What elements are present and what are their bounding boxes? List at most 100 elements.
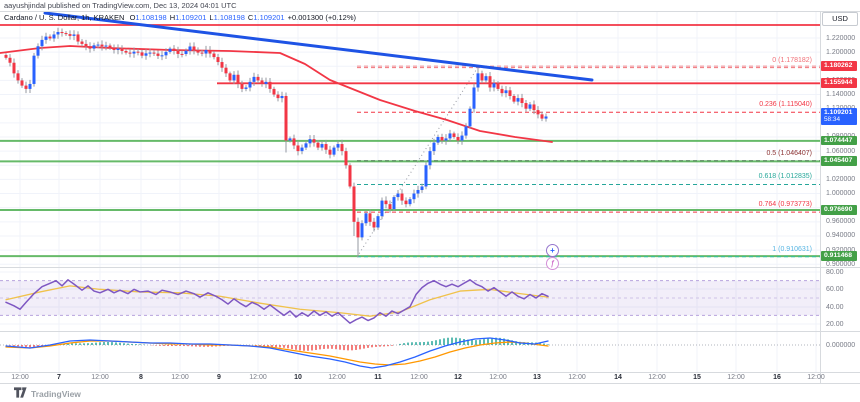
candle (108, 45, 112, 48)
candle (136, 51, 140, 53)
time-axis-label: 14 (614, 374, 622, 381)
candle (456, 136, 460, 141)
candle (396, 193, 400, 198)
candle (460, 135, 464, 141)
symbol-title[interactable]: Cardano / U. S. Dollar, 1h, KRAKEN (4, 13, 125, 22)
candle (520, 98, 524, 104)
time-axis-label: 8 (139, 374, 143, 381)
candle (156, 53, 160, 56)
candle (344, 151, 348, 166)
candle (540, 114, 544, 119)
time-axis-label: 12:00 (648, 374, 666, 381)
candle (228, 73, 232, 81)
candle (464, 126, 468, 136)
time-axis-label: 12:00 (489, 374, 507, 381)
price-axis-label: 1.140000 (826, 91, 856, 99)
rsi-pane (0, 279, 820, 324)
candle (140, 52, 144, 56)
candle (192, 46, 196, 51)
trendline-layer (43, 11, 594, 82)
price-axis-label: 1.220000 (826, 34, 856, 42)
candle (268, 81, 272, 89)
time-axis-label: 7 (57, 374, 61, 381)
candle (12, 62, 16, 74)
candle (468, 108, 472, 127)
candle (128, 52, 132, 54)
candle (188, 46, 192, 51)
candle (512, 95, 516, 102)
candle (448, 133, 452, 139)
price-scale-currency-button[interactable]: USD (822, 12, 858, 26)
candle (100, 44, 104, 47)
candle (348, 165, 352, 187)
macd-axis-label: 0.000000 (826, 341, 856, 349)
price-axis-label: 0.940000 (826, 232, 856, 240)
candle (280, 95, 284, 99)
candle (432, 142, 436, 152)
time-axis-label: 12:00 (568, 374, 586, 381)
fib-level-label: 0.5 (1.046407) (766, 149, 812, 157)
candle (320, 144, 324, 148)
time-axis-label: 12:00 (807, 374, 825, 381)
candle (32, 55, 36, 84)
time-axis-label: 12:00 (410, 374, 428, 381)
candle (404, 200, 408, 205)
candle (488, 76, 492, 88)
candle (452, 133, 456, 137)
candle (160, 55, 164, 57)
candle (300, 147, 304, 152)
price-axis-label: 1.200000 (826, 48, 856, 56)
candle (392, 197, 396, 210)
rsi-axis-label: 40.00 (826, 303, 844, 311)
price-axis-label: 1.000000 (826, 190, 856, 198)
candle (244, 87, 248, 89)
candle (236, 74, 240, 84)
price-badge: 1.074447 (821, 135, 857, 146)
candle (96, 44, 100, 46)
candle (516, 98, 520, 102)
candle (4, 54, 8, 58)
candle (436, 136, 440, 143)
candle (508, 90, 512, 96)
candle (444, 138, 448, 141)
candlestick-series (4, 27, 548, 257)
macd-pane (0, 337, 820, 369)
candle (92, 45, 96, 49)
candle (256, 76, 260, 81)
symbol-legend[interactable]: Cardano / U. S. Dollar, 1h, KRAKEN O1.10… (4, 13, 356, 22)
descending-trendline (43, 11, 594, 82)
candle (364, 213, 368, 224)
candle (424, 165, 428, 187)
candle (480, 73, 484, 81)
candle (264, 81, 268, 84)
fib-level-label: 0.764 (0.973773) (758, 201, 812, 209)
price-axis-label: 0.960000 (826, 218, 856, 226)
candle (152, 52, 156, 54)
candle (248, 81, 252, 88)
high-key: H (169, 13, 176, 22)
candle (380, 200, 384, 217)
add-plus-button[interactable]: + (546, 244, 559, 257)
tradingview-logo-text: TradingView (31, 389, 81, 399)
time-axis-label: 13 (533, 374, 541, 381)
candle (196, 50, 200, 53)
fib-level-label: 0 (1.178182) (772, 56, 812, 64)
tradingview-footer-logo[interactable]: TradingView (14, 385, 81, 402)
candle (168, 48, 172, 52)
price-axis-label: 1.020000 (826, 175, 856, 183)
time-axis-label: 12:00 (249, 374, 267, 381)
candle (216, 57, 220, 63)
time-axis-label: 16 (773, 374, 781, 381)
indicator-fx-button[interactable]: ƒ (546, 257, 559, 270)
candle (64, 33, 68, 35)
candle (484, 76, 488, 81)
candle (492, 83, 496, 88)
candle (324, 144, 328, 150)
time-axis-label: 12:00 (91, 374, 109, 381)
candle (36, 46, 40, 56)
price-badge: 0.976690 (821, 205, 857, 215)
time-axis-label: 9 (217, 374, 221, 381)
candle (400, 193, 404, 201)
time-axis-label: 11 (374, 374, 382, 381)
